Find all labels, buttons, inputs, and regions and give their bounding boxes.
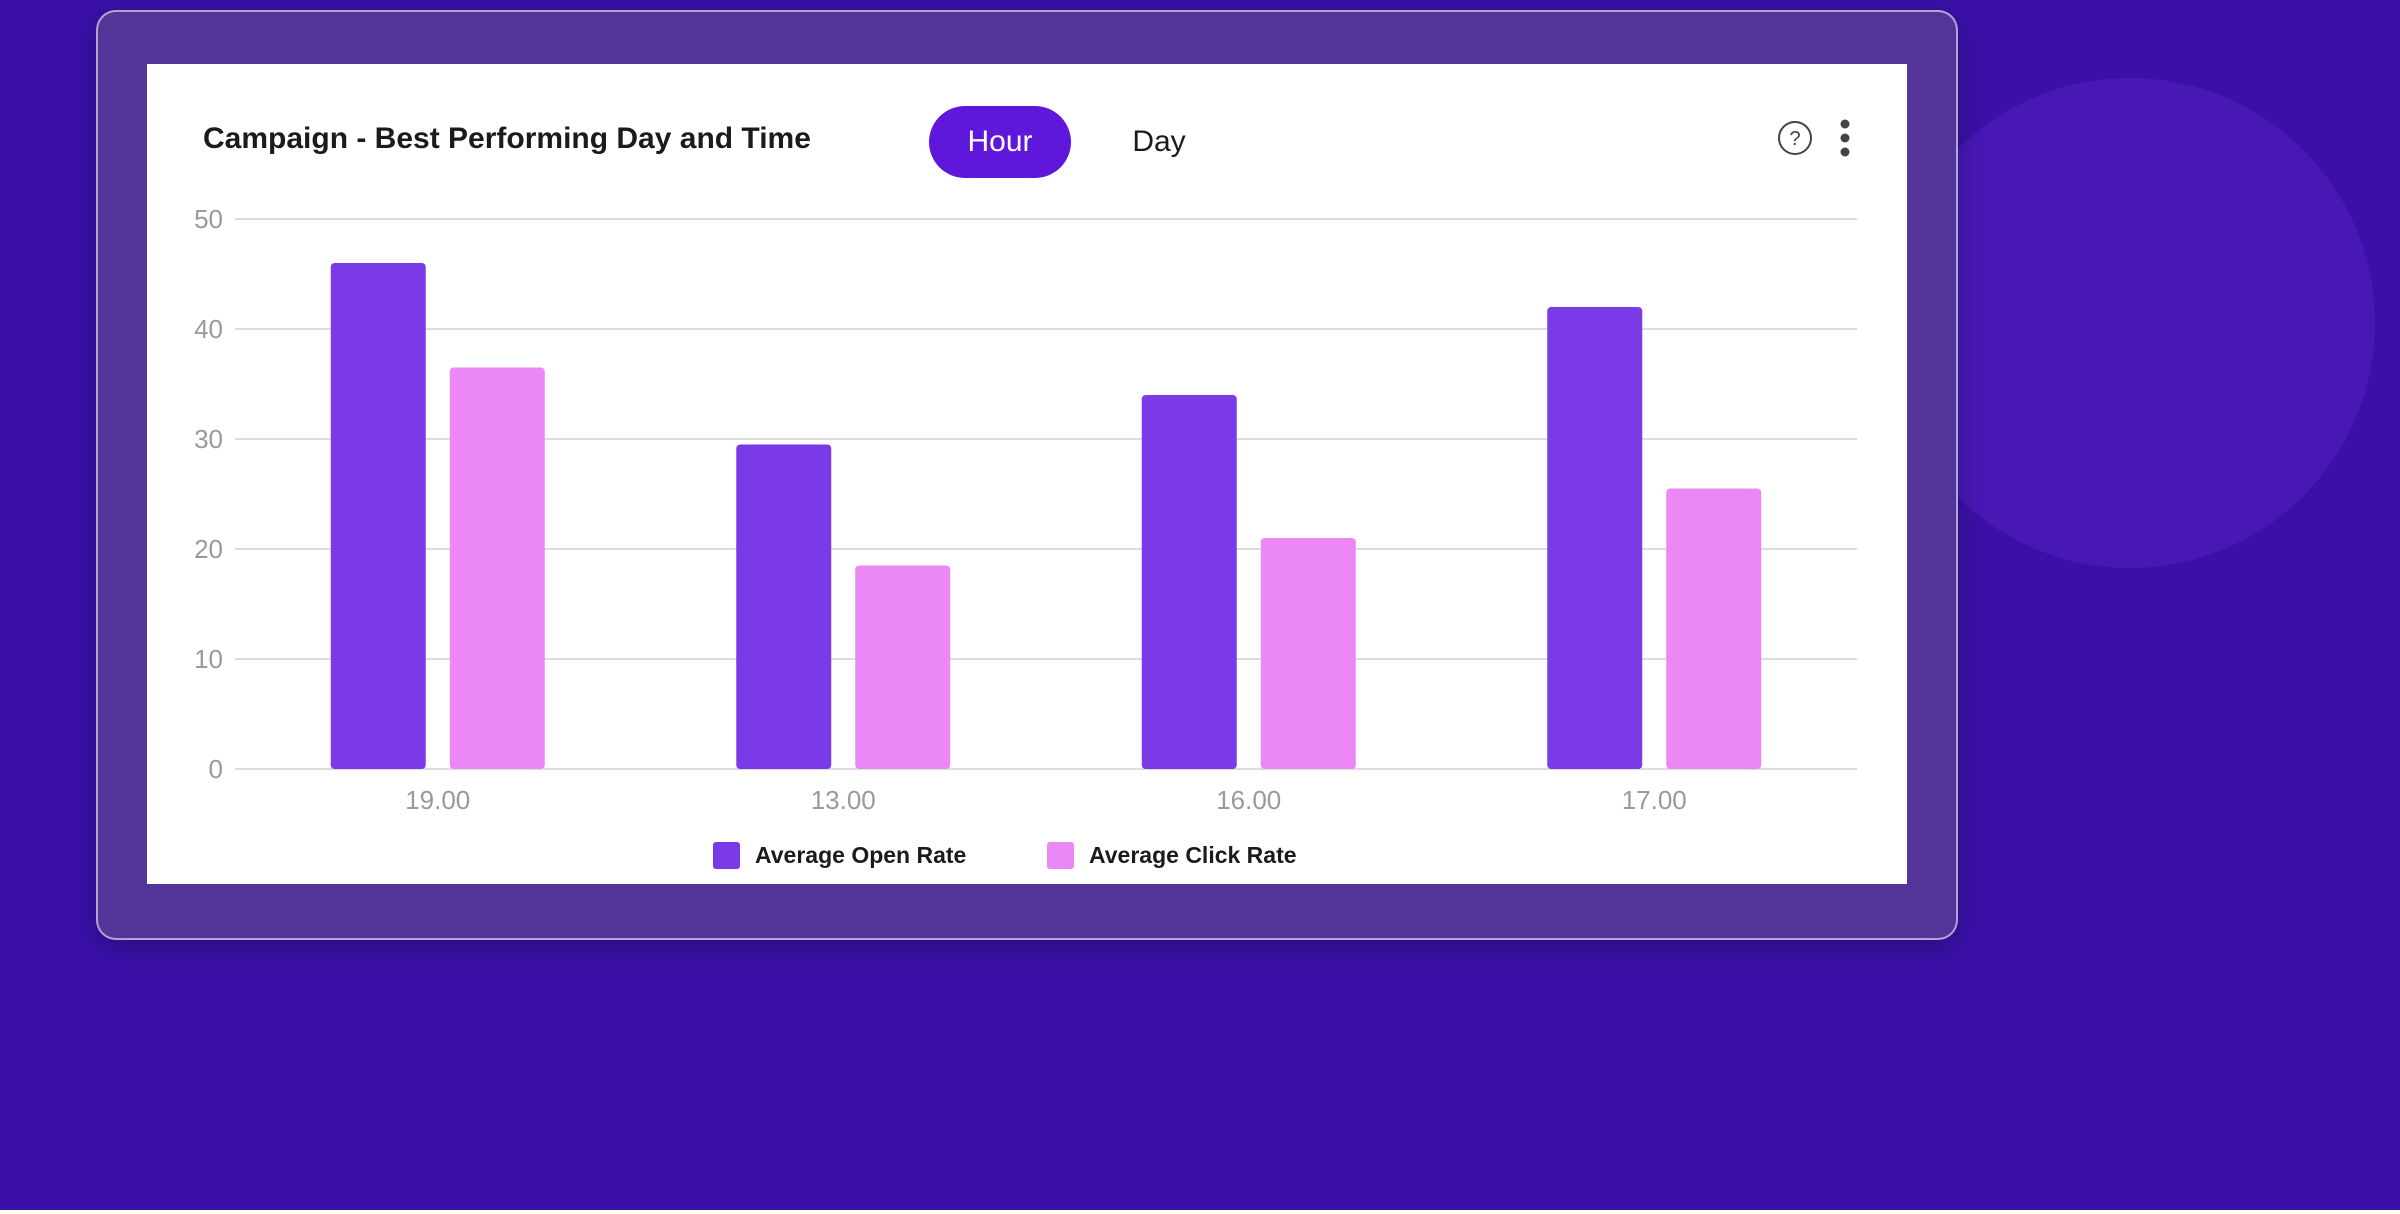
bar-chart: 0 10 20 30 40 50 19.00 13.00 16.00 17.00 bbox=[194, 204, 1857, 815]
bottom-edge bbox=[0, 1210, 2400, 1214]
x-tick-label: 16.00 bbox=[1216, 785, 1281, 815]
x-tick-label: 13.00 bbox=[811, 785, 876, 815]
legend-label-open-rate: Average Open Rate bbox=[755, 841, 967, 868]
day-toggle-button[interactable]: Day bbox=[1107, 106, 1211, 178]
chart-card: Campaign - Best Performing Day and Time … bbox=[147, 64, 1907, 884]
legend-label-click-rate: Average Click Rate bbox=[1089, 841, 1297, 868]
legend-swatch-click-rate bbox=[1047, 841, 1074, 869]
x-tick-label: 17.00 bbox=[1622, 785, 1687, 815]
y-tick-label: 10 bbox=[194, 644, 223, 674]
bar-click-rate-16-00 bbox=[1260, 538, 1356, 769]
bar-open-rate-17-00 bbox=[1547, 307, 1643, 769]
bar-click-rate-19-00 bbox=[449, 367, 545, 769]
y-tick-label: 20 bbox=[194, 534, 223, 564]
chart-title: Campaign - Best Performing Day and Time bbox=[203, 122, 811, 155]
y-tick-label: 40 bbox=[194, 314, 223, 344]
question-circle-icon[interactable]: ? bbox=[1777, 120, 1813, 156]
y-tick-label: 0 bbox=[209, 754, 223, 784]
legend-swatch-open-rate bbox=[713, 841, 740, 869]
bar-click-rate-13-00 bbox=[855, 565, 951, 769]
x-tick-label: 19.00 bbox=[405, 785, 470, 815]
bar-open-rate-16-00 bbox=[1141, 395, 1237, 769]
svg-text:?: ? bbox=[1789, 128, 1800, 150]
bar-click-rate-17-00 bbox=[1666, 488, 1762, 769]
more-vertical-icon[interactable] bbox=[1833, 116, 1857, 160]
bar-open-rate-19-00 bbox=[330, 263, 426, 769]
y-tick-label: 30 bbox=[194, 424, 223, 454]
background-decoration-circle bbox=[1885, 78, 2375, 568]
legend-item-click-rate[interactable]: Average Click Rate bbox=[1047, 840, 1297, 870]
hour-toggle-button[interactable]: Hour bbox=[929, 106, 1071, 178]
bar-open-rate-13-00 bbox=[736, 444, 832, 769]
legend-item-open-rate[interactable]: Average Open Rate bbox=[713, 840, 966, 870]
y-tick-label: 50 bbox=[194, 204, 223, 234]
